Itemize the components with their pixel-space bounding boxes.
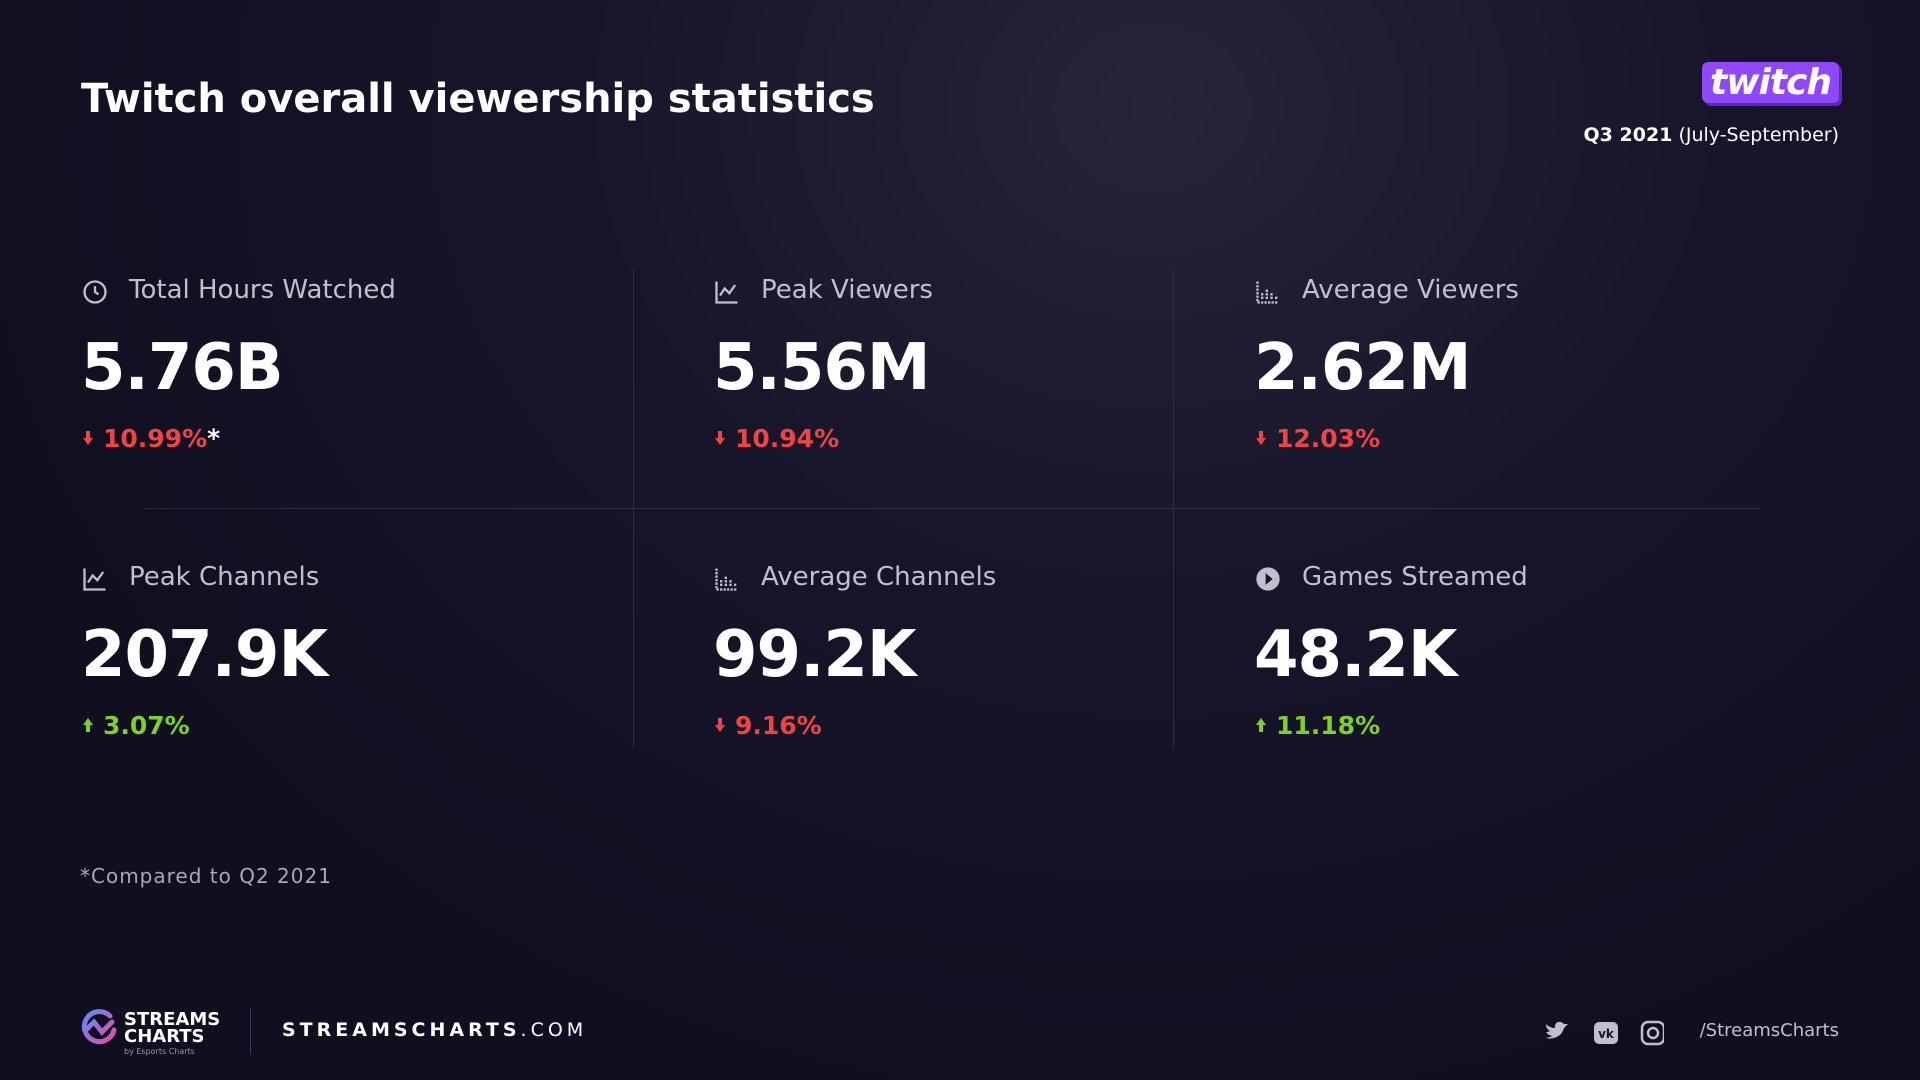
brand-name: STREAMS CHARTS: [124, 1009, 221, 1047]
stat-change: 10.94%: [713, 424, 839, 453]
trend-arrow: [1254, 711, 1276, 740]
brand-icon: [81, 1009, 117, 1045]
stat-icon: [713, 565, 741, 597]
stat-change: 12.03%: [1254, 424, 1380, 453]
brand-top: STREAMS: [124, 1009, 221, 1030]
site-main: STREAMSCHARTS: [282, 1019, 521, 1041]
trend-arrow: [81, 711, 103, 740]
period: Q3 2021 (July-September): [1584, 124, 1839, 146]
stat-change: 3.07%: [81, 711, 190, 740]
stat-change: 10.99%*: [81, 424, 220, 453]
vk-icon[interactable]: [1594, 1022, 1618, 1044]
stat-change: 9.16%: [713, 711, 822, 740]
svg-text:vk: vk: [1598, 1027, 1615, 1041]
stat-icon: [81, 565, 109, 597]
period-months: (July-September): [1678, 124, 1839, 146]
stat-label: Total Hours Watched: [129, 275, 396, 305]
stat-icon: [1254, 565, 1282, 597]
trend-arrow: [713, 424, 735, 453]
stat-value: 2.62M: [1254, 331, 1472, 405]
stat-icon: [81, 278, 109, 310]
change-marker: *: [207, 424, 221, 453]
site-tld: .COM: [520, 1019, 588, 1041]
divider: [250, 1008, 251, 1054]
stat-icon: [713, 278, 741, 310]
stat-value: 48.2K: [1254, 618, 1457, 692]
footnote: *Compared to Q2 2021: [80, 864, 332, 888]
stat-label: Average Viewers: [1302, 275, 1519, 305]
brand-bottom: CHARTS: [124, 1026, 205, 1047]
change-value: 12.03%: [1276, 424, 1381, 453]
stat-value: 99.2K: [713, 618, 916, 692]
period-quarter: Q3 2021: [1583, 124, 1673, 146]
stat-label: Peak Viewers: [761, 275, 933, 305]
stat-change: 11.18%: [1254, 711, 1380, 740]
stat-label: Average Channels: [761, 562, 997, 592]
social-icons: vk: [1546, 1020, 1664, 1046]
trend-arrow: [713, 711, 735, 740]
stat-value: 5.76B: [81, 331, 284, 405]
instagram-icon[interactable]: [1640, 1020, 1664, 1046]
change-value: 9.16%: [735, 711, 822, 740]
social-handle[interactable]: /StreamsCharts: [1699, 1020, 1839, 1041]
divider: [144, 508, 1760, 509]
stat-label: Peak Channels: [129, 562, 320, 592]
change-value: 3.07%: [103, 711, 190, 740]
twitch-logo: twitch: [1702, 62, 1839, 103]
change-value: 10.94%: [735, 424, 840, 453]
change-value: 11.18%: [1276, 711, 1381, 740]
stat-label: Games Streamed: [1302, 562, 1528, 592]
stat-value: 207.9K: [81, 618, 328, 692]
stat-value: 5.56M: [713, 331, 931, 405]
brand-sub: by Esports Charts: [124, 1047, 195, 1056]
trend-arrow: [1254, 424, 1276, 453]
stat-icon: [1254, 278, 1282, 310]
change-value: 10.99%: [103, 424, 208, 453]
site: STREAMSCHARTS.COM: [282, 1019, 587, 1041]
title: Twitch overall viewership statistics: [81, 76, 875, 122]
twitter-icon[interactable]: [1546, 1021, 1568, 1039]
trend-arrow: [81, 424, 103, 453]
